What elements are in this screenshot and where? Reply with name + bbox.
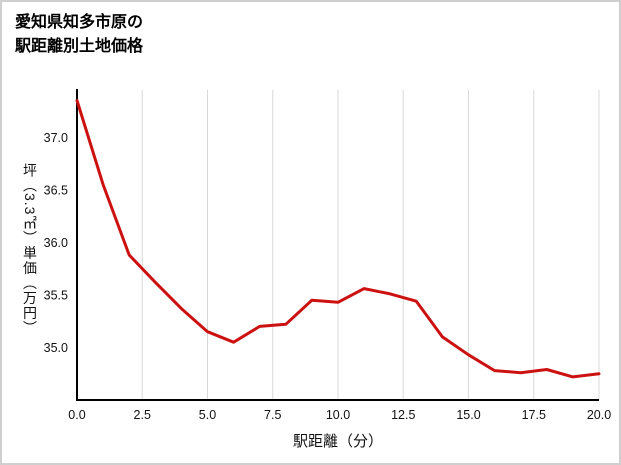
x-tick-label: 20.0 [587, 408, 611, 422]
x-axis-label: 駅距離（分） [293, 432, 383, 450]
x-tick-label: 17.5 [522, 408, 546, 422]
x-tick-label: 2.5 [134, 408, 151, 422]
x-tick-label: 15.0 [456, 408, 480, 422]
chart-title: 愛知県知多市原の 駅距離別土地価格 [15, 11, 143, 59]
price-line-series [75, 99, 601, 379]
y-tick-label: 35.5 [44, 288, 68, 302]
x-tick-label: 0.0 [68, 408, 85, 422]
x-tick-label: 5.0 [199, 408, 216, 422]
x-tick-label: 12.5 [391, 408, 415, 422]
y-tick-label: 35.0 [44, 341, 68, 355]
y-tick-label: 37.0 [44, 131, 68, 145]
y-tick-label: 36.0 [44, 236, 68, 250]
land-price-line-chart: 0.0 2.5 5.0 7.5 10.0 12.5 15.0 17.5 20.0 35.0 35.5… [44, 89, 611, 450]
chart-title-line2: 駅距離別土地価格 [15, 38, 144, 55]
y-tick-label: 36.5 [44, 183, 68, 197]
y-axis-label: 坪（3.3㎡）単価（万円） [22, 162, 38, 336]
x-tick-label: 7.5 [264, 408, 281, 422]
x-tick-label: 10.0 [326, 408, 350, 422]
chart-title-line1: 愛知県知多市原の [15, 14, 144, 31]
